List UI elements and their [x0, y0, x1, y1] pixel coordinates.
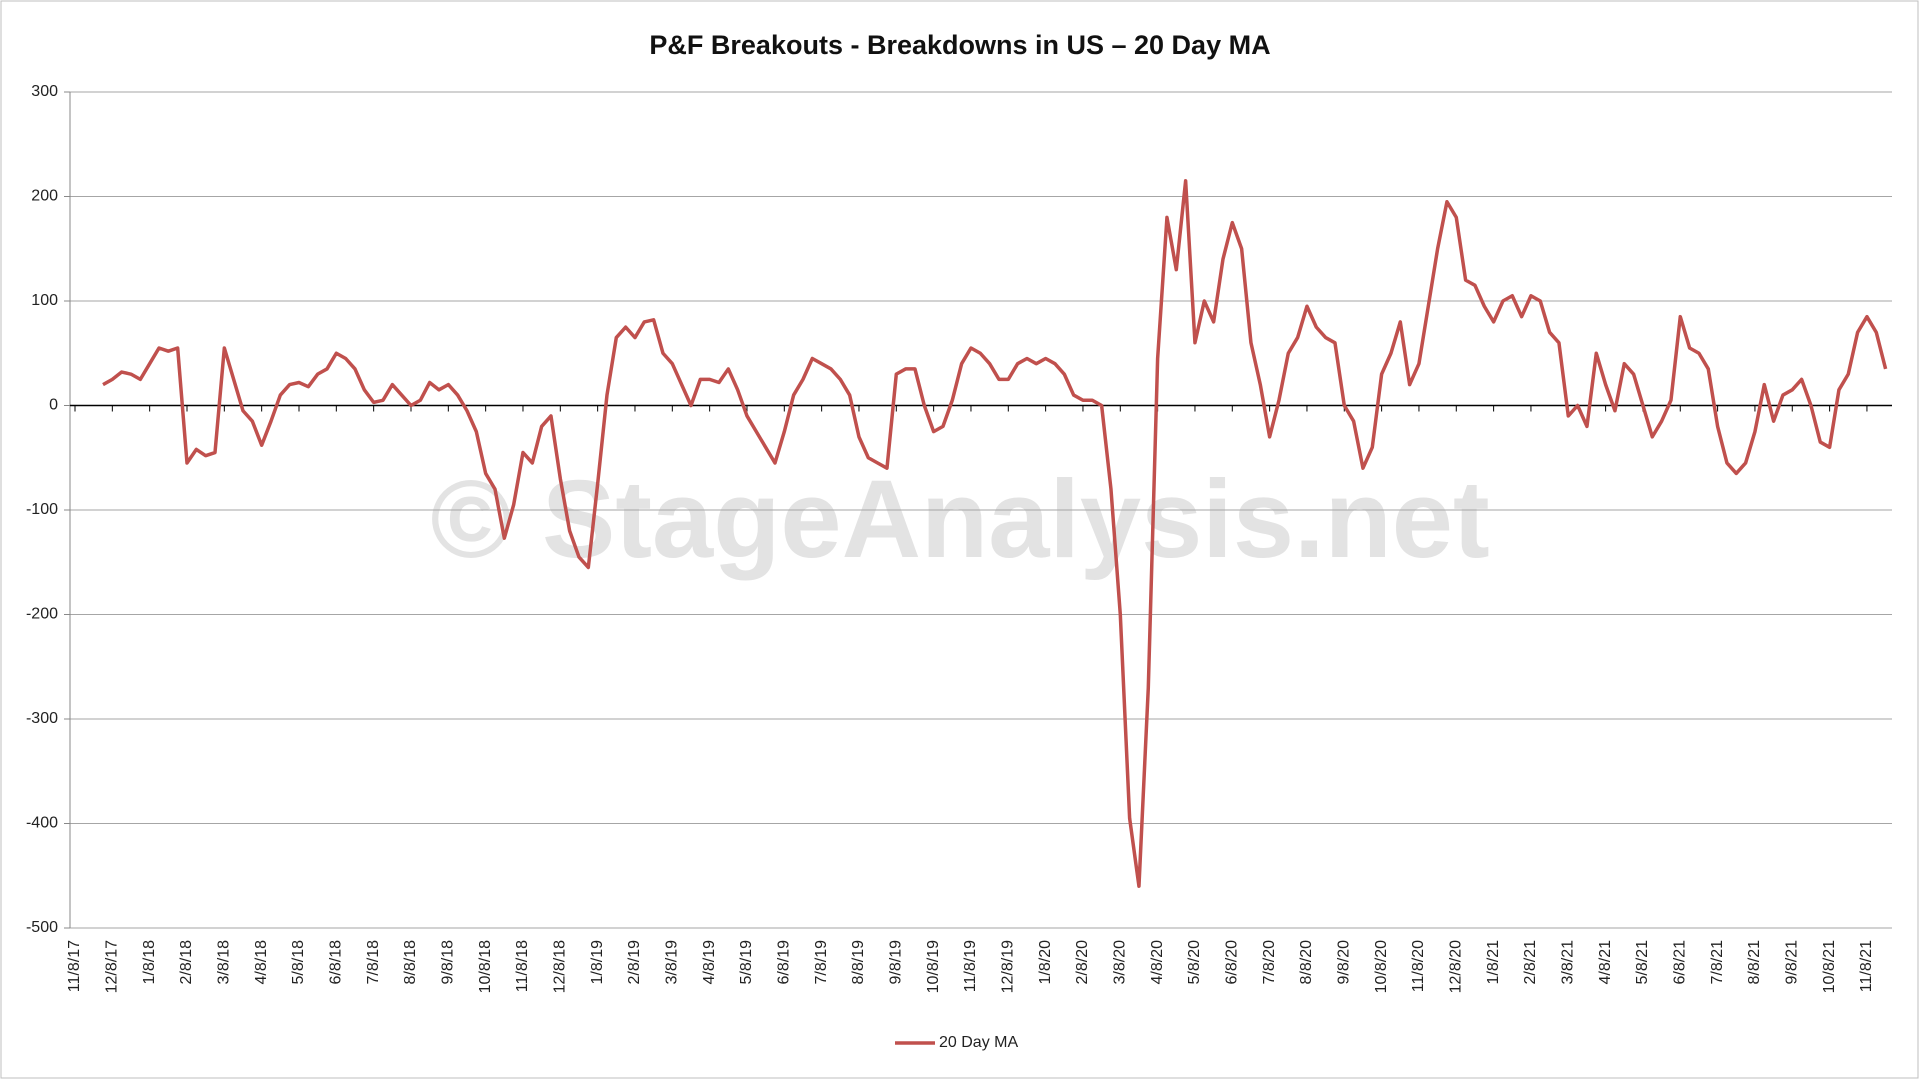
chart-title: P&F Breakouts - Breakdowns in US – 20 Da… [649, 30, 1270, 60]
x-tick-label: 2/8/19 [626, 940, 643, 985]
watermark: © StageAnalysis.net [430, 458, 1489, 581]
x-tick-label: 1/8/18 [141, 940, 158, 985]
x-tick-label: 2/8/20 [1074, 940, 1091, 985]
x-tick-label: 1/8/21 [1485, 940, 1502, 985]
y-tick-label: -100 [26, 501, 58, 518]
x-tick-label: 9/8/19 [888, 940, 905, 985]
x-tick-label: 3/8/21 [1559, 940, 1576, 985]
x-tick-label: 7/8/20 [1261, 940, 1278, 985]
x-tick-label: 8/8/21 [1746, 940, 1763, 985]
x-tick-label: 12/8/19 [1000, 940, 1017, 993]
x-tick-label: 12/8/17 [104, 940, 121, 993]
x-tick-label: 4/8/18 [253, 940, 270, 985]
x-tick-label: 11/8/20 [1410, 940, 1427, 992]
x-tick-label: 4/8/21 [1597, 940, 1614, 985]
x-tick-label: 6/8/20 [1224, 940, 1241, 985]
y-tick-label: 0 [49, 397, 58, 414]
y-tick-label: 300 [31, 83, 58, 100]
x-tick-label: 8/8/19 [850, 940, 867, 985]
x-tick-label: 1/8/19 [589, 940, 606, 985]
x-tick-label: 3/8/19 [664, 940, 681, 985]
x-tick-label: 2/8/18 [178, 940, 195, 985]
x-tick-label: 10/8/21 [1821, 940, 1838, 993]
x-tick-label: 7/8/18 [365, 940, 382, 985]
x-tick-label: 3/8/20 [1112, 940, 1129, 985]
x-tick-label: 6/8/21 [1671, 940, 1688, 985]
x-tick-label: 7/8/19 [813, 940, 830, 985]
x-tick-label: 12/8/18 [552, 940, 569, 993]
x-tick-label: 5/8/21 [1634, 940, 1651, 985]
y-tick-label: -200 [26, 606, 58, 623]
x-tick-label: 11/8/21 [1858, 940, 1875, 992]
x-tick-label: 8/8/18 [402, 940, 419, 985]
x-tick-label: 6/8/18 [328, 940, 345, 985]
x-tick-label: 9/8/18 [440, 940, 457, 985]
x-tick-label: 7/8/21 [1709, 940, 1726, 985]
x-tick-label: 2/8/21 [1522, 940, 1539, 985]
x-tick-label: 9/8/21 [1783, 940, 1800, 985]
x-tick-label: 11/8/17 [66, 940, 83, 992]
y-tick-label: -400 [26, 815, 58, 832]
x-tick-label: 12/8/20 [1448, 940, 1465, 993]
data-line [102, 179, 1888, 888]
x-tick-label: 8/8/20 [1298, 940, 1315, 985]
x-tick-label: 5/8/18 [290, 940, 307, 985]
x-tick-label: 11/8/18 [514, 940, 531, 992]
x-tick-label: 5/8/20 [1186, 940, 1203, 985]
y-tick-label: -300 [26, 710, 58, 727]
x-tick-label: 11/8/19 [962, 940, 979, 992]
y-tick-label: 200 [31, 188, 58, 205]
x-tick-label: 6/8/19 [776, 940, 793, 985]
x-tick-label: 5/8/19 [738, 940, 755, 985]
x-tick-label: 4/8/20 [1149, 940, 1166, 985]
y-tick-label: -500 [26, 919, 58, 936]
x-tick-label: 10/8/20 [1373, 940, 1390, 993]
x-tick-label: 4/8/19 [701, 940, 718, 985]
x-tick-label: 3/8/18 [216, 940, 233, 985]
x-tick-label: 10/8/19 [925, 940, 942, 993]
x-tick-label: 1/8/20 [1037, 940, 1054, 985]
x-tick-label: 10/8/18 [477, 940, 494, 993]
legend-label: 20 Day MA [939, 1034, 1018, 1051]
y-tick-label: 100 [31, 292, 58, 309]
x-tick-label: 9/8/20 [1336, 940, 1353, 985]
